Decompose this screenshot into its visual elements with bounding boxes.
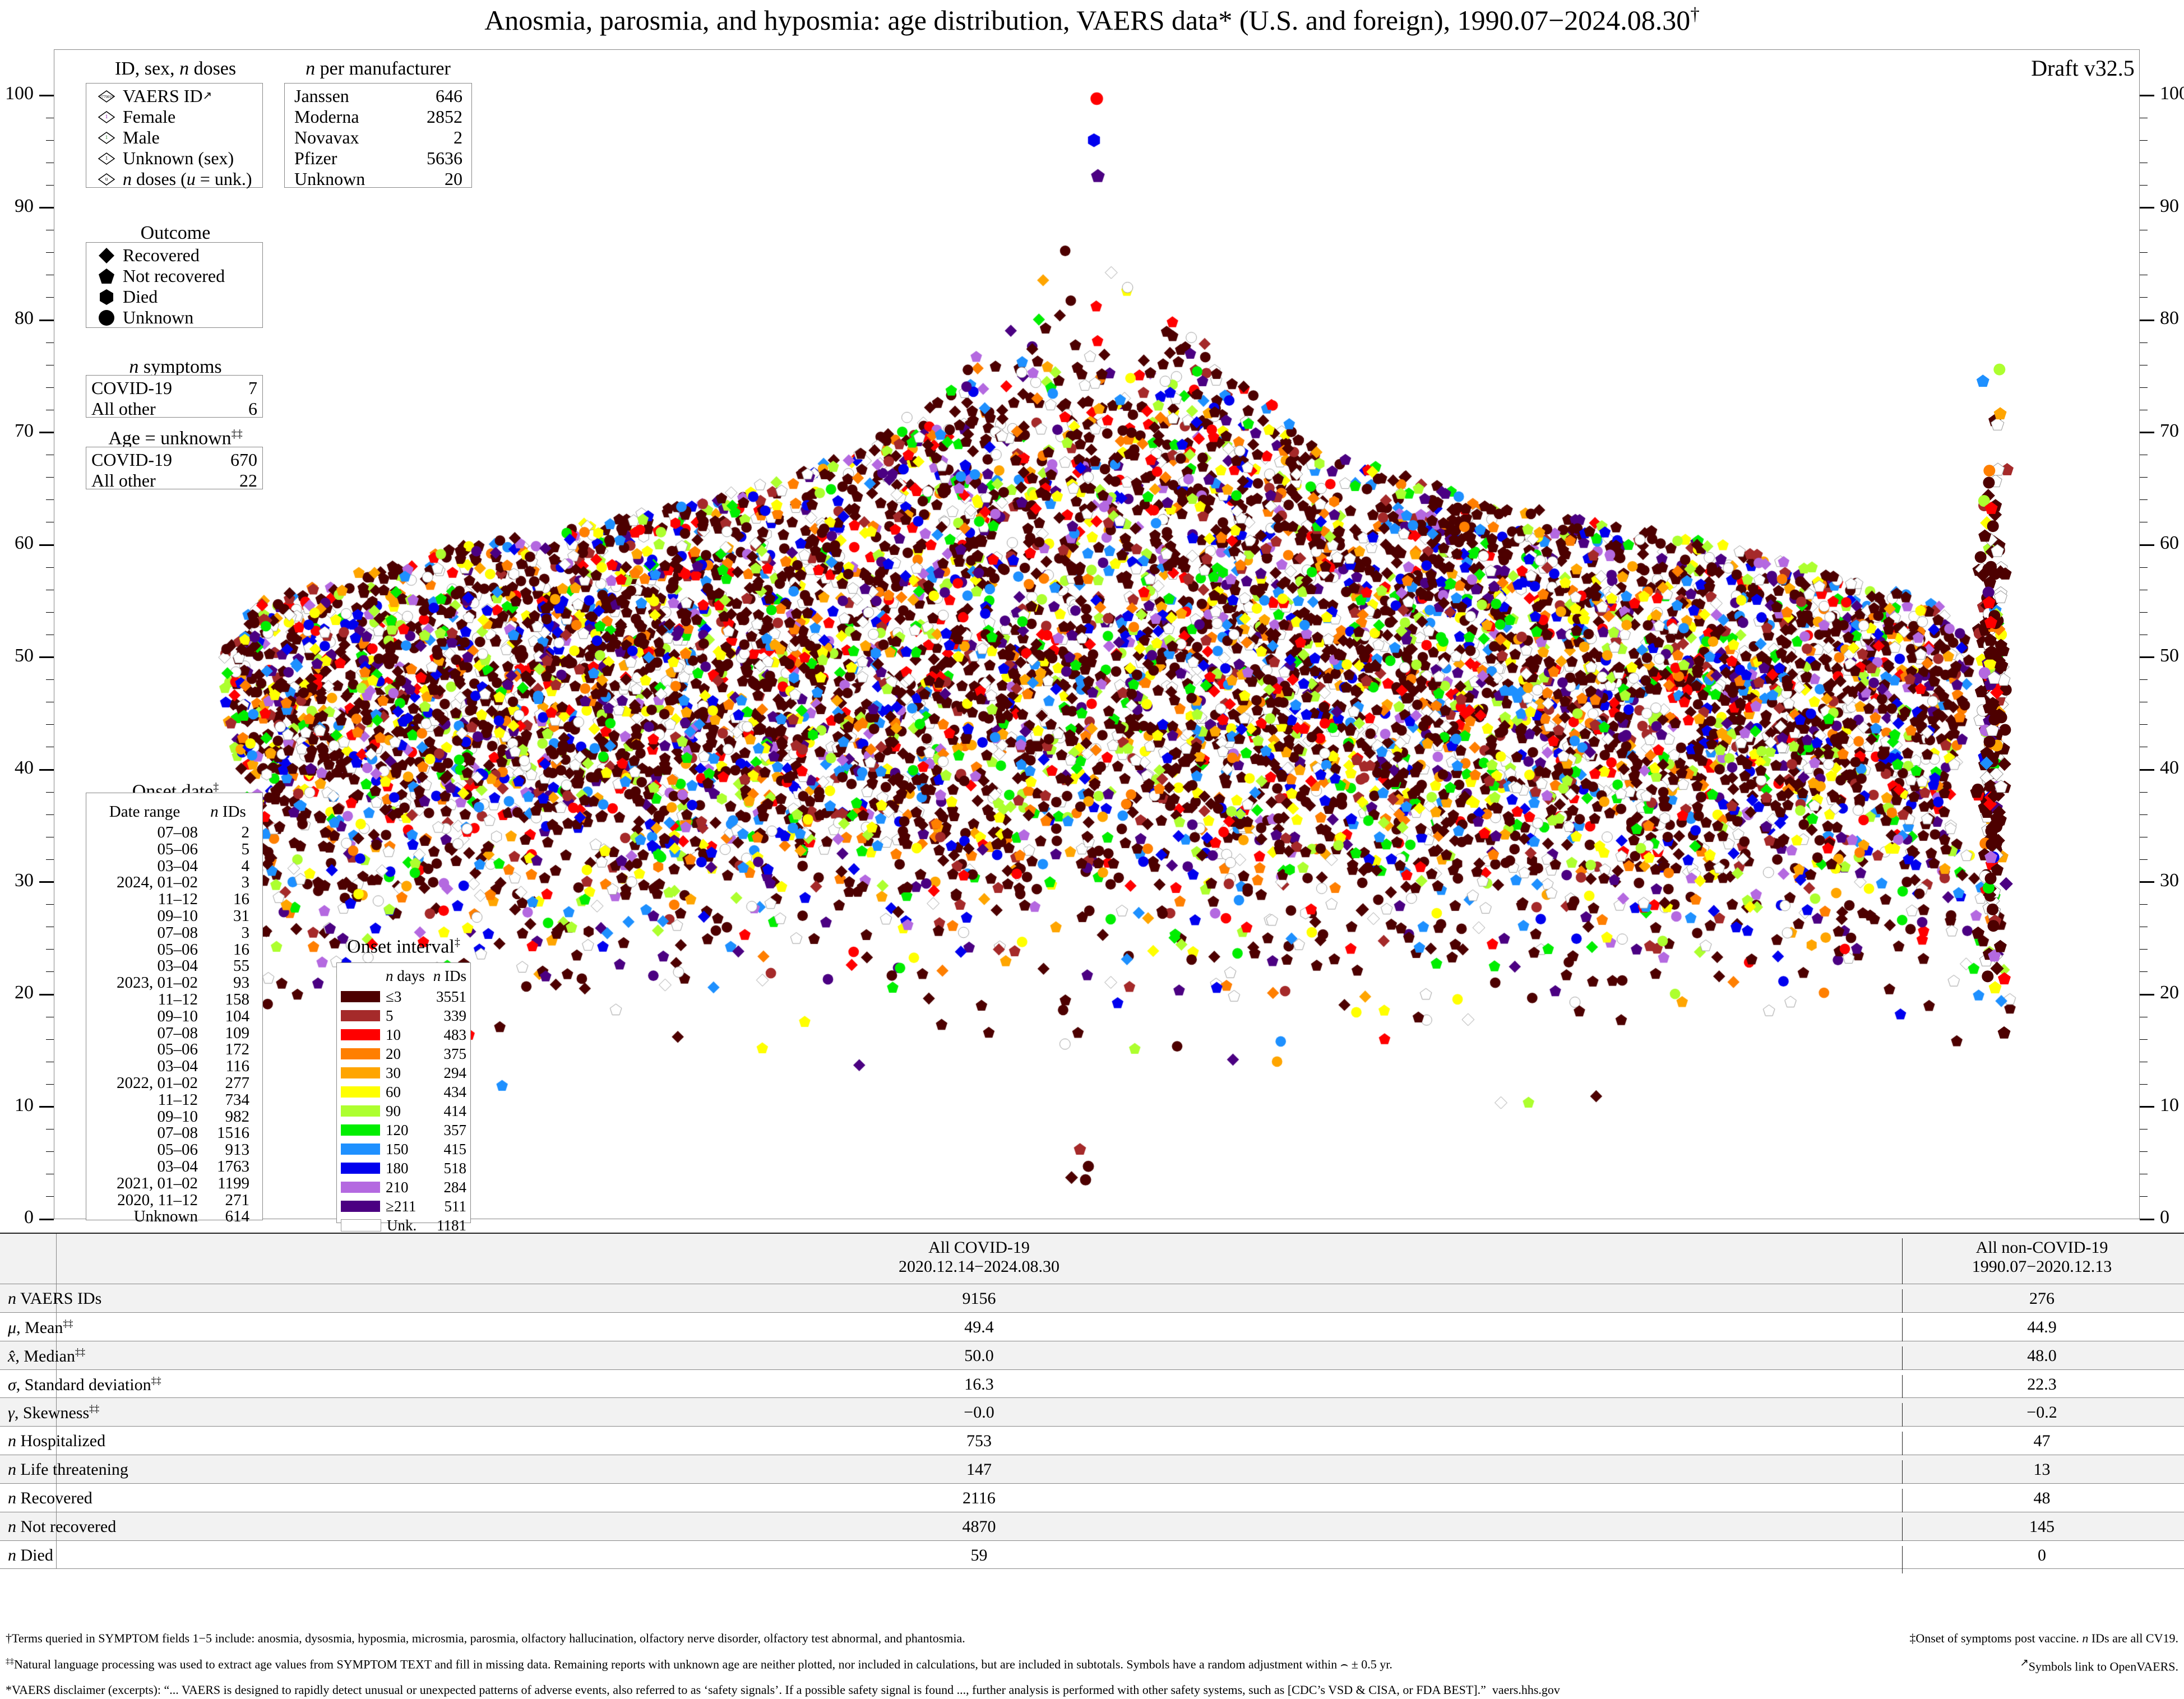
svg-text:1: 1 — [105, 155, 108, 161]
svg-text:2779019: 2779019 — [100, 95, 114, 99]
svg-text:1: 1 — [105, 135, 108, 140]
svg-text:u: u — [105, 176, 108, 182]
svg-text:1: 1 — [105, 114, 108, 119]
